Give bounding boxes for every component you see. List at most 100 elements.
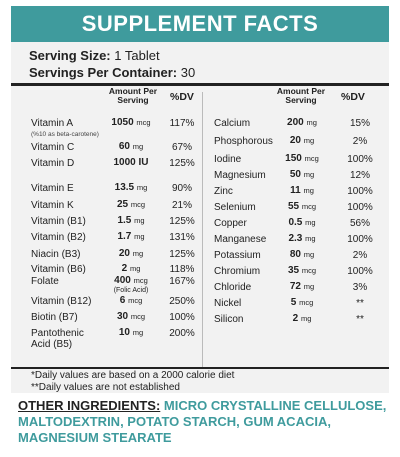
nutrient-name-text: Vitamin E [31, 183, 74, 194]
nutrient-amount: 1.5 mg [103, 216, 159, 226]
nutrient-name-text: Biotin (B7) [31, 312, 78, 323]
nutrient-name-text: Vitamin (B2) [31, 232, 86, 243]
amount-unit: mg [306, 118, 317, 127]
footnote-1: *Daily values are based on a 2000 calori… [31, 370, 235, 381]
nutrient-name: Vitamin E [31, 183, 74, 194]
amount-unit: mg [132, 142, 144, 151]
amount-value: 25 [116, 199, 129, 210]
nutrient-name-line2: Acid (B5) [31, 339, 73, 350]
right-dv-header: %DV [341, 91, 365, 103]
nutrient-name: Vitamin (B6) [31, 264, 86, 275]
amount-value: 400 [114, 275, 131, 286]
nutrient-name-text: Vitamin K [31, 200, 74, 211]
nutrient-dv: 100% [347, 266, 373, 277]
nutrient-name: Selenium [214, 202, 256, 213]
amount-unit: mcg [128, 296, 143, 305]
nutrient-name: Copper [214, 218, 247, 229]
serving-size: Serving Size: 1 Tablet [29, 48, 160, 63]
nutrient-amount: 10 mg [103, 328, 159, 338]
nutrient-dv: ** [356, 314, 364, 325]
nutrient-dv: 100% [347, 186, 373, 197]
amount-unit: mcg [301, 266, 317, 275]
amount-value: 35 [287, 265, 300, 276]
nutrient-name-note: (%10 as beta-carotene) [31, 131, 99, 138]
nutrient-name: Calcium [214, 118, 251, 129]
footnote-divider [11, 367, 389, 369]
nutrient-name: Pantothenic Acid (B5) [31, 328, 84, 350]
amount-value: 10 [118, 327, 130, 338]
nutrient-name-text: Vitamin (B6) [31, 264, 86, 275]
amount-value: 72 [289, 281, 301, 292]
nutrient-name-text: Vitamin D [31, 158, 75, 169]
nutrient-name-text: Folate [31, 276, 59, 287]
amount-value: 13.5 [114, 182, 135, 193]
nutrient-dv: 15% [349, 118, 370, 129]
nutrient-dv: 131% [169, 232, 195, 243]
nutrient-dv: 2% [352, 250, 368, 261]
amount-unit: mcg [136, 118, 151, 127]
nutrient-dv: 100% [169, 312, 195, 323]
amount-value: 2 [121, 263, 128, 274]
column-separator [202, 92, 203, 367]
amount-value: 20 [118, 248, 130, 259]
amount-unit: mg [303, 136, 315, 145]
nutrient-dv: 2% [352, 136, 368, 147]
left-dv-header: %DV [170, 91, 194, 103]
amount-value: 150 [285, 153, 302, 164]
nutrient-amount: 1050 mcg [103, 118, 159, 128]
other-ingredients-text: MICRO CRYSTALLINE CELLULOSE, MALTODEXTRI… [18, 398, 387, 445]
nutrient-amount: 1.7 mg [103, 232, 159, 242]
amount-unit: mcg [130, 312, 146, 321]
nutrient-amount: 30 mcg [103, 312, 159, 322]
amount-value: 60 [118, 141, 130, 152]
amount-unit: mg [300, 314, 312, 323]
nutrient-name: Chloride [214, 282, 252, 293]
nutrient-name: Vitamin K [31, 200, 74, 211]
amount-unit: mg [132, 328, 144, 337]
nutrient-dv: 117% [169, 118, 195, 129]
amount-header-line2: Serving [117, 95, 149, 105]
amount-unit: mg [303, 170, 315, 179]
amount-value: 200 [287, 117, 304, 128]
nutrient-name: Biotin (B7) [31, 312, 78, 323]
amount-value: 11 [290, 185, 301, 196]
nutrient-name: Vitamin (B1) [31, 216, 86, 227]
amount-value: 1.7 [117, 231, 132, 242]
nutrient-dv: 100% [347, 202, 373, 213]
amount-unit: mg [303, 186, 314, 195]
other-ingredients-label: OTHER INGREDIENTS: [18, 398, 161, 413]
nutrient-name: Phosphorous [214, 136, 273, 147]
amount-header-line1: Amount Per [276, 86, 326, 96]
amount-value: 6 [119, 295, 126, 306]
amount-value: 1.5 [117, 215, 132, 226]
panel-title: SUPPLEMENT FACTS [11, 6, 389, 42]
nutrient-dv: 100% [347, 234, 373, 245]
amount-note: (Folic Acid) [113, 287, 149, 294]
nutrient-dv: 125% [169, 249, 195, 260]
nutrient-name: Vitamin C [31, 142, 74, 153]
amount-value: 2 [292, 313, 299, 324]
nutrient-amount: 200 mg [274, 118, 330, 128]
nutrient-amount: 60 mg [103, 142, 159, 152]
nutrient-dv: 67% [171, 142, 192, 153]
nutrient-amount: 2 mg [103, 264, 159, 274]
amount-unit: mg [129, 264, 141, 273]
amount-unit: mcg [299, 298, 314, 307]
nutrient-name: Silicon [214, 314, 244, 325]
amount-unit: mg [305, 218, 316, 227]
amount-unit: mg [136, 183, 148, 192]
amount-header-line1: Amount Per [108, 86, 158, 96]
left-amount-header: Amount Per Serving [105, 87, 161, 105]
amount-unit: mcg [133, 276, 148, 285]
nutrient-name: Manganese [214, 234, 267, 245]
nutrient-amount: 1000 IU [103, 158, 159, 168]
nutrient-dv: 167% [169, 276, 195, 287]
nutrient-amount: 5 mcg [274, 298, 330, 308]
nutrient-name: Folate [31, 276, 59, 287]
other-ingredients: OTHER INGREDIENTS: MICRO CRYSTALLINE CEL… [18, 398, 390, 446]
nutrient-name: Vitamin A (%10 as beta-carotene) [31, 118, 99, 140]
amount-unit: mcg [130, 200, 146, 209]
amount-unit: mg [134, 216, 145, 225]
nutrient-dv: ** [356, 298, 364, 309]
nutrient-amount: 35 mcg [274, 266, 330, 276]
